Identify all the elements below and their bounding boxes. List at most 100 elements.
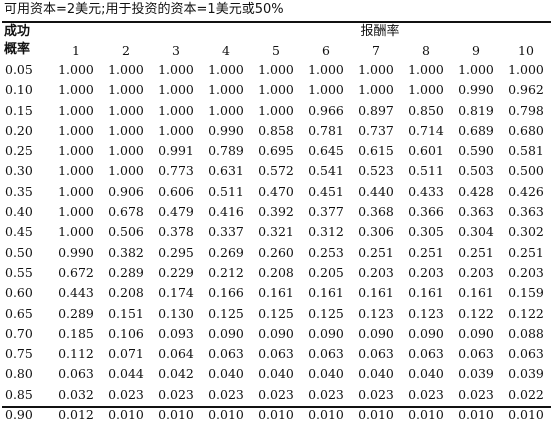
value-cell: 0.010 [208,407,244,423]
value-cell: 1.000 [58,102,94,118]
value-cell: 0.695 [258,143,294,159]
value-cell: 1.000 [108,122,144,138]
value-cell: 0.185 [58,325,94,341]
value-cell: 0.440 [358,183,394,199]
value-cell: 0.601 [408,143,444,159]
value-cell: 0.269 [208,244,244,260]
value-cell: 0.122 [508,305,544,321]
value-cell: 1.000 [58,224,94,240]
value-cell: 0.819 [458,102,494,118]
table-row: 0.70 0.185 0.106 0.093 0.090 0.090 0.090 0.090 0… [2,324,551,344]
value-cell: 1.000 [108,102,144,118]
probability-cell: 0.25 [5,143,33,159]
value-cell: 0.039 [508,366,544,382]
value-cell: 1.000 [58,62,94,77]
value-cell: 1.000 [108,82,144,98]
column-header: 5 [272,43,280,58]
table-row: 0.25 1.000 1.000 0.991 0.789 0.695 0.645 0.615 0… [2,141,551,161]
value-cell: 0.203 [408,264,444,280]
value-cell: 0.631 [208,163,244,179]
value-cell: 0.606 [158,183,194,199]
value-cell: 0.088 [508,325,544,341]
value-cell: 0.161 [408,285,444,301]
value-cell: 0.251 [408,244,444,260]
corner-cell [2,42,51,60]
table-row: 0.80 0.063 0.044 0.042 0.040 0.040 0.040 0.040 0… [2,364,551,384]
value-cell: 0.260 [258,244,294,260]
value-cell: 1.000 [58,183,94,199]
value-cell: 0.064 [158,346,194,362]
probability-cell: 0.90 [5,407,33,423]
value-cell: 0.130 [158,305,194,321]
value-cell: 0.123 [408,305,444,321]
probability-cell: 0.60 [5,285,33,301]
value-cell: 1.000 [208,102,244,118]
value-cell: 0.010 [158,407,194,423]
value-cell: 0.106 [108,325,144,341]
value-cell: 0.966 [308,102,344,118]
value-cell: 0.858 [258,122,294,138]
table-row: 0.20 1.000 1.000 1.000 0.990 0.858 0.781 0.737 0… [2,121,551,141]
value-cell: 0.426 [508,183,544,199]
value-cell: 0.159 [508,285,544,301]
value-cell: 0.010 [408,407,444,423]
probability-cell: 0.05 [5,62,33,77]
value-cell: 0.251 [508,244,544,260]
value-cell: 0.366 [408,204,444,220]
table-row: 0.55 0.672 0.289 0.229 0.212 0.208 0.205 0.203 0… [2,263,551,283]
value-cell: 0.040 [308,366,344,382]
value-cell: 0.305 [408,224,444,240]
probability-cell: 0.75 [5,346,33,362]
value-cell: 0.010 [458,407,494,423]
table-row: 0.45 1.000 0.506 0.378 0.337 0.321 0.312 0.306 0… [2,222,551,242]
value-cell: 0.645 [308,143,344,159]
value-cell: 0.023 [308,386,344,402]
column-header: 8 [422,43,430,58]
value-cell: 1.000 [58,204,94,220]
value-cell: 0.040 [408,366,444,382]
value-cell: 0.090 [258,325,294,341]
value-cell: 0.253 [308,244,344,260]
value-cell: 0.572 [258,163,294,179]
value-cell: 0.428 [458,183,494,199]
value-cell: 0.850 [408,102,444,118]
table-row: 0.85 0.032 0.023 0.023 0.023 0.023 0.023 0.023 0… [2,385,551,405]
value-cell: 0.581 [508,143,544,159]
value-cell: 0.022 [508,386,544,402]
value-cell: 0.161 [358,285,394,301]
value-cell: 0.161 [258,285,294,301]
value-cell: 0.063 [508,346,544,362]
column-header: 7 [372,43,380,58]
value-cell: 0.289 [108,264,144,280]
value-cell: 1.000 [258,62,294,77]
value-cell: 1.000 [58,143,94,159]
value-cell: 0.991 [158,143,194,159]
value-cell: 0.295 [158,244,194,260]
value-cell: 0.090 [458,325,494,341]
value-cell: 0.161 [458,285,494,301]
value-cell: 0.023 [458,386,494,402]
value-cell: 1.000 [58,82,94,98]
value-cell: 0.433 [408,183,444,199]
table-row: 0.90 0.012 0.010 0.010 0.010 0.010 0.010 0.010 0… [2,405,551,425]
table-row: 0.50 0.990 0.382 0.295 0.269 0.260 0.253 0.251 0… [2,243,551,263]
value-cell: 0.337 [208,224,244,240]
value-cell: 0.672 [58,264,94,280]
value-cell: 1.000 [58,122,94,138]
value-cell: 0.010 [108,407,144,423]
value-cell: 1.000 [358,62,394,77]
top-rule [2,21,551,23]
table-body: 0.05 1.000 1.000 1.000 1.000 1.000 1.000 1.000 1… [2,60,551,425]
value-cell: 1.000 [208,82,244,98]
value-cell: 0.511 [408,163,444,179]
value-cell: 1.000 [458,62,494,77]
value-cell: 0.990 [58,244,94,260]
column-group-label: 报酬率 [360,24,400,39]
value-cell: 0.312 [308,224,344,240]
value-cell: 0.122 [458,305,494,321]
value-cell: 0.479 [158,204,194,220]
value-cell: 0.363 [458,204,494,220]
value-cell: 0.023 [358,386,394,402]
probability-table: 1 2 3 4 5 6 7 8 9 10 0.05 1.000 1.000 1.000 1.000 1.00… [2,42,551,425]
